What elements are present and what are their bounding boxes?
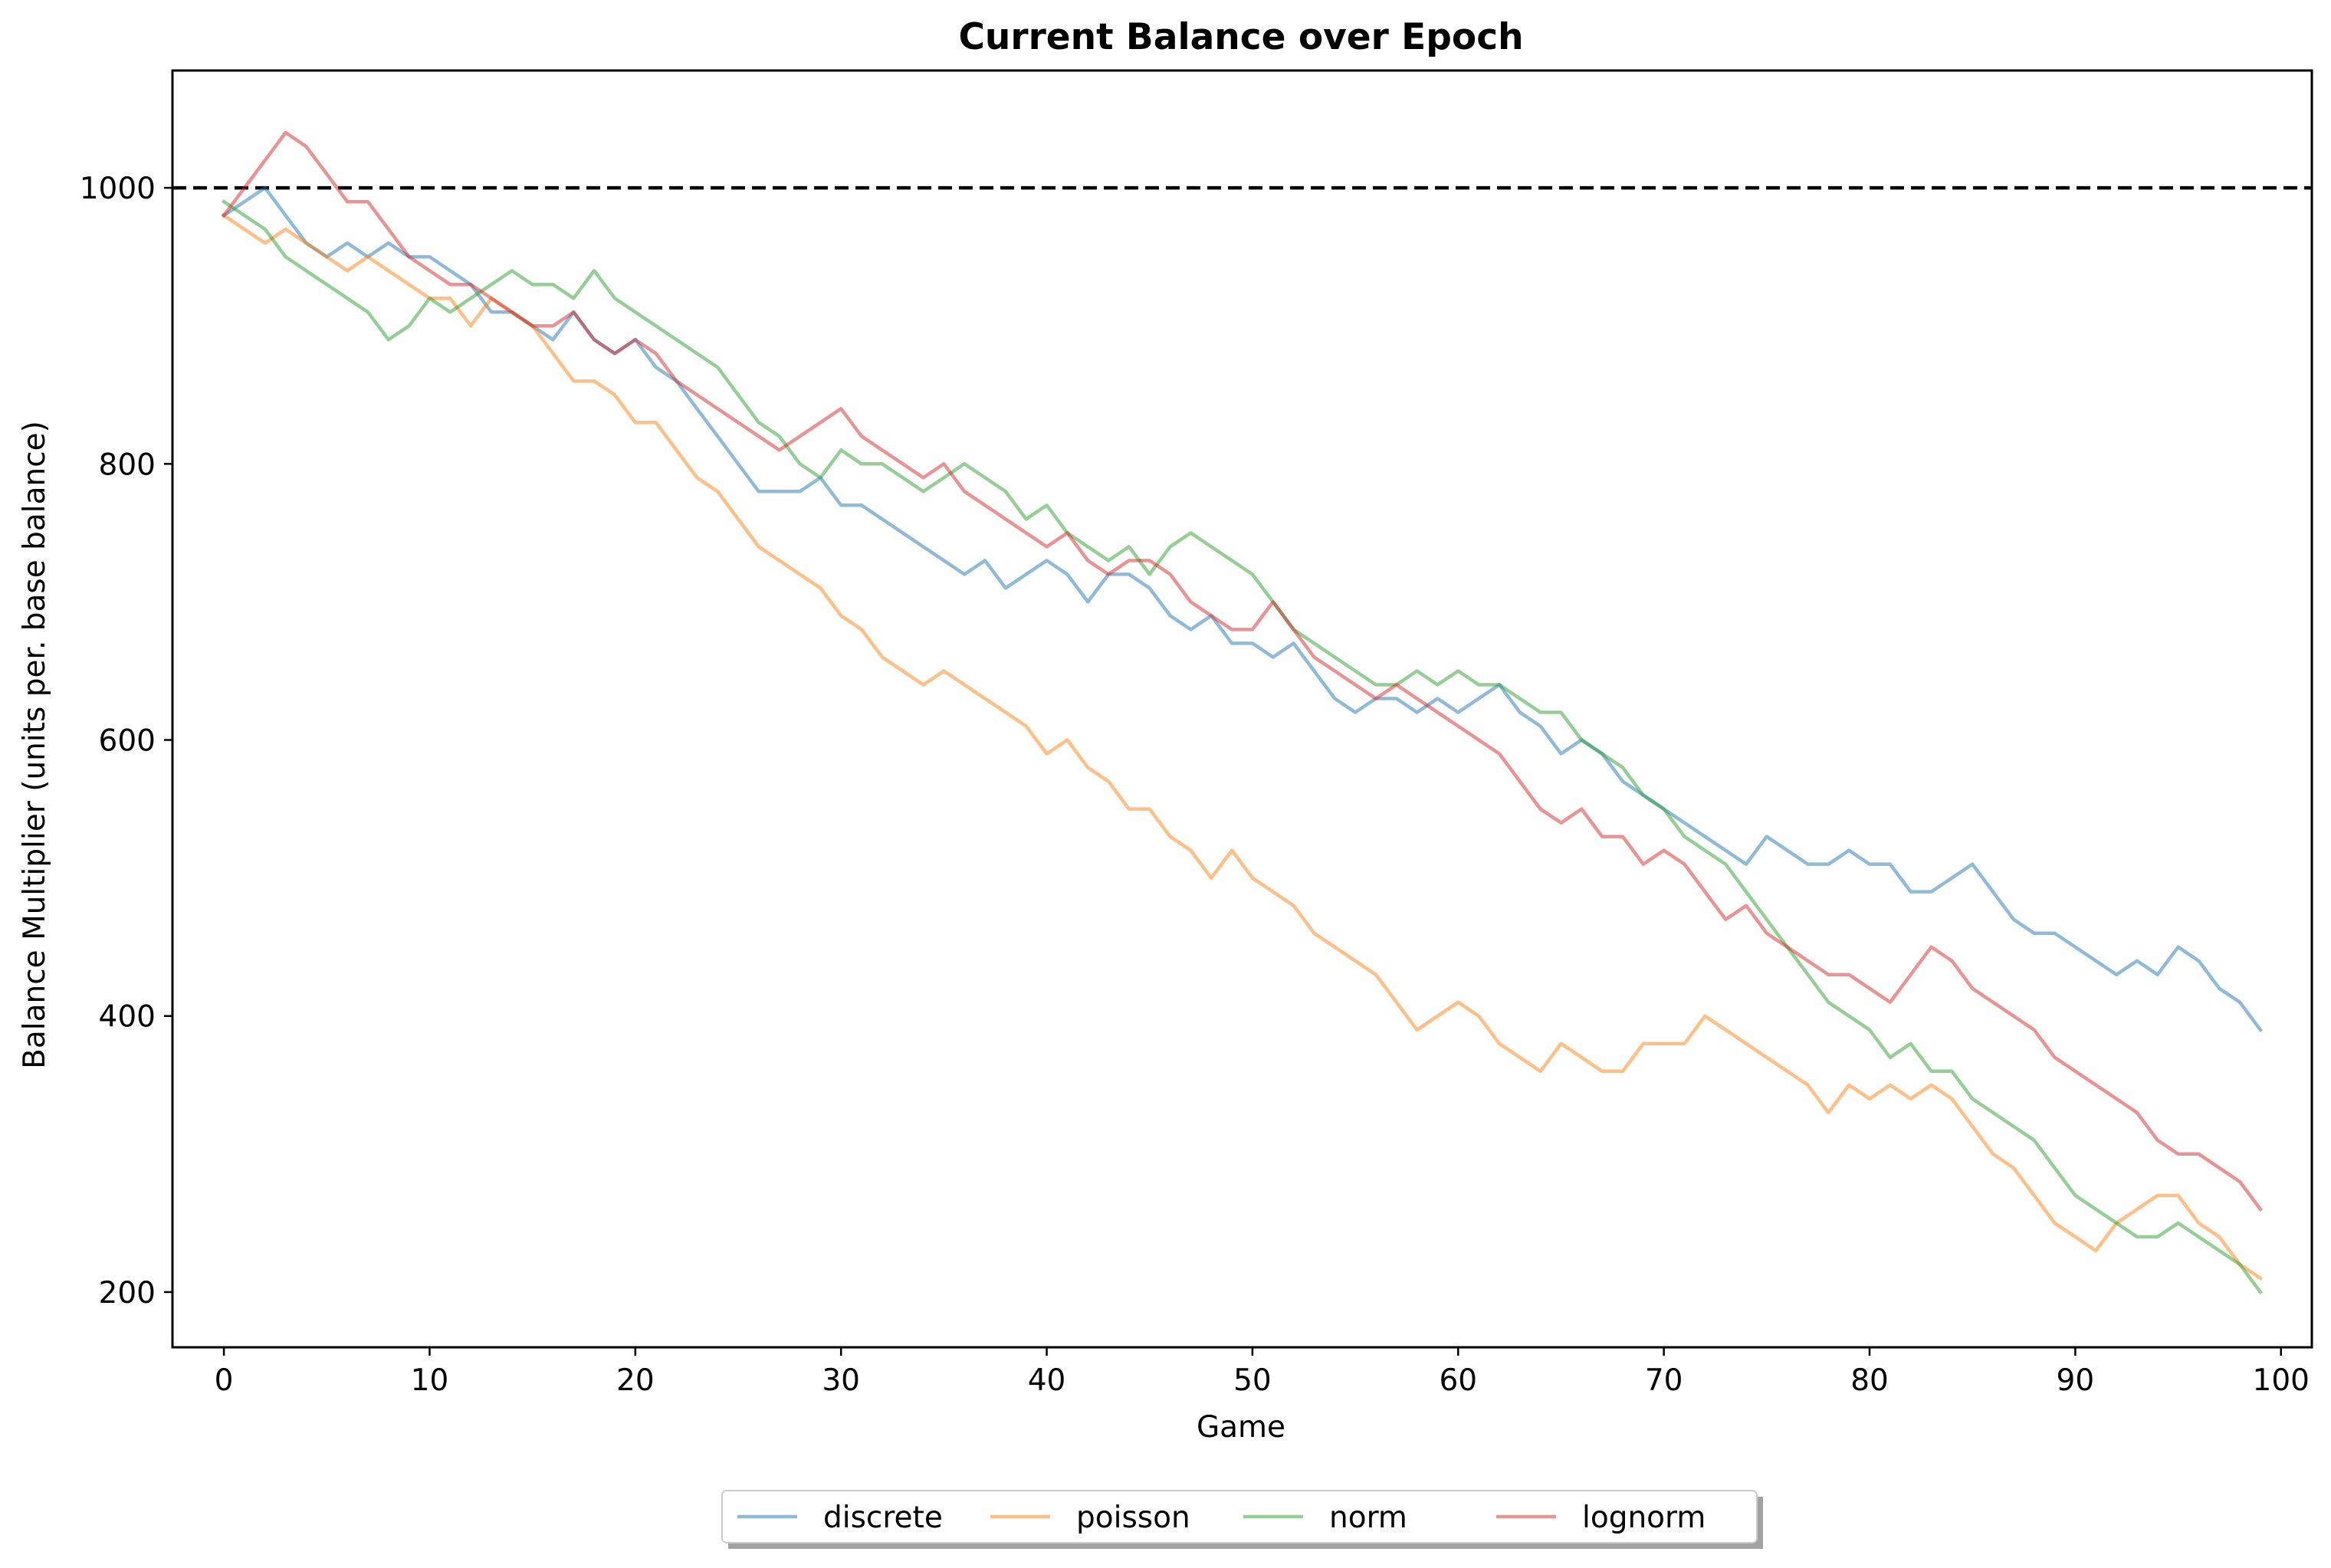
y-tick-label: 800 [99, 448, 156, 482]
x-tick-label: 70 [1645, 1363, 1683, 1398]
series-line-poisson [221, 212, 2264, 1281]
legend-label-discrete: discrete [823, 1501, 943, 1535]
x-tick-label: 20 [616, 1363, 655, 1398]
x-tick-label: 60 [1439, 1363, 1477, 1398]
y-axis-label: Balance Multiplier (units per. base bala… [18, 421, 52, 1069]
chart-title: Current Balance over Epoch [958, 16, 1523, 58]
x-tick-label: 90 [2057, 1363, 2095, 1398]
x-tick-label: 80 [1850, 1363, 1889, 1398]
x-tick-label: 100 [2253, 1363, 2310, 1398]
legend-label-lognorm: lognorm [1582, 1501, 1706, 1535]
legend-label-norm: norm [1329, 1501, 1407, 1535]
x-tick-label: 0 [215, 1363, 234, 1398]
x-tick-label: 50 [1233, 1363, 1272, 1398]
y-axis-ticks: 200 400 600 800 1000 [80, 172, 172, 1310]
series-line-norm [221, 198, 2264, 1295]
legend-items: discrete poisson norm lognorm [737, 1501, 1706, 1535]
x-tick-label: 40 [1028, 1363, 1066, 1398]
x-tick-label: 10 [411, 1363, 449, 1398]
legend: discrete poisson norm lognorm [721, 1490, 1763, 1549]
x-tick-label: 30 [822, 1363, 860, 1398]
legend-label-poisson: poisson [1076, 1501, 1190, 1535]
y-tick-label: 600 [99, 724, 156, 759]
x-axis-label: Game [1197, 1410, 1285, 1445]
series-layer [221, 130, 2264, 1295]
axes-frame [171, 69, 2313, 1349]
x-axis-ticks: 0 10 20 30 40 50 60 70 80 90 100 [215, 1347, 2310, 1398]
series-line-discrete [221, 185, 2264, 1032]
y-tick-label: 1000 [80, 172, 156, 206]
legend-box [721, 1490, 1758, 1543]
y-tick-label: 200 [99, 1276, 156, 1310]
y-tick-label: 400 [99, 1000, 156, 1035]
series-line-lognorm [221, 130, 2264, 1212]
plot-area: 0 10 20 30 40 50 60 70 80 90 100 200 400 600 800 1000 [80, 69, 2313, 1398]
